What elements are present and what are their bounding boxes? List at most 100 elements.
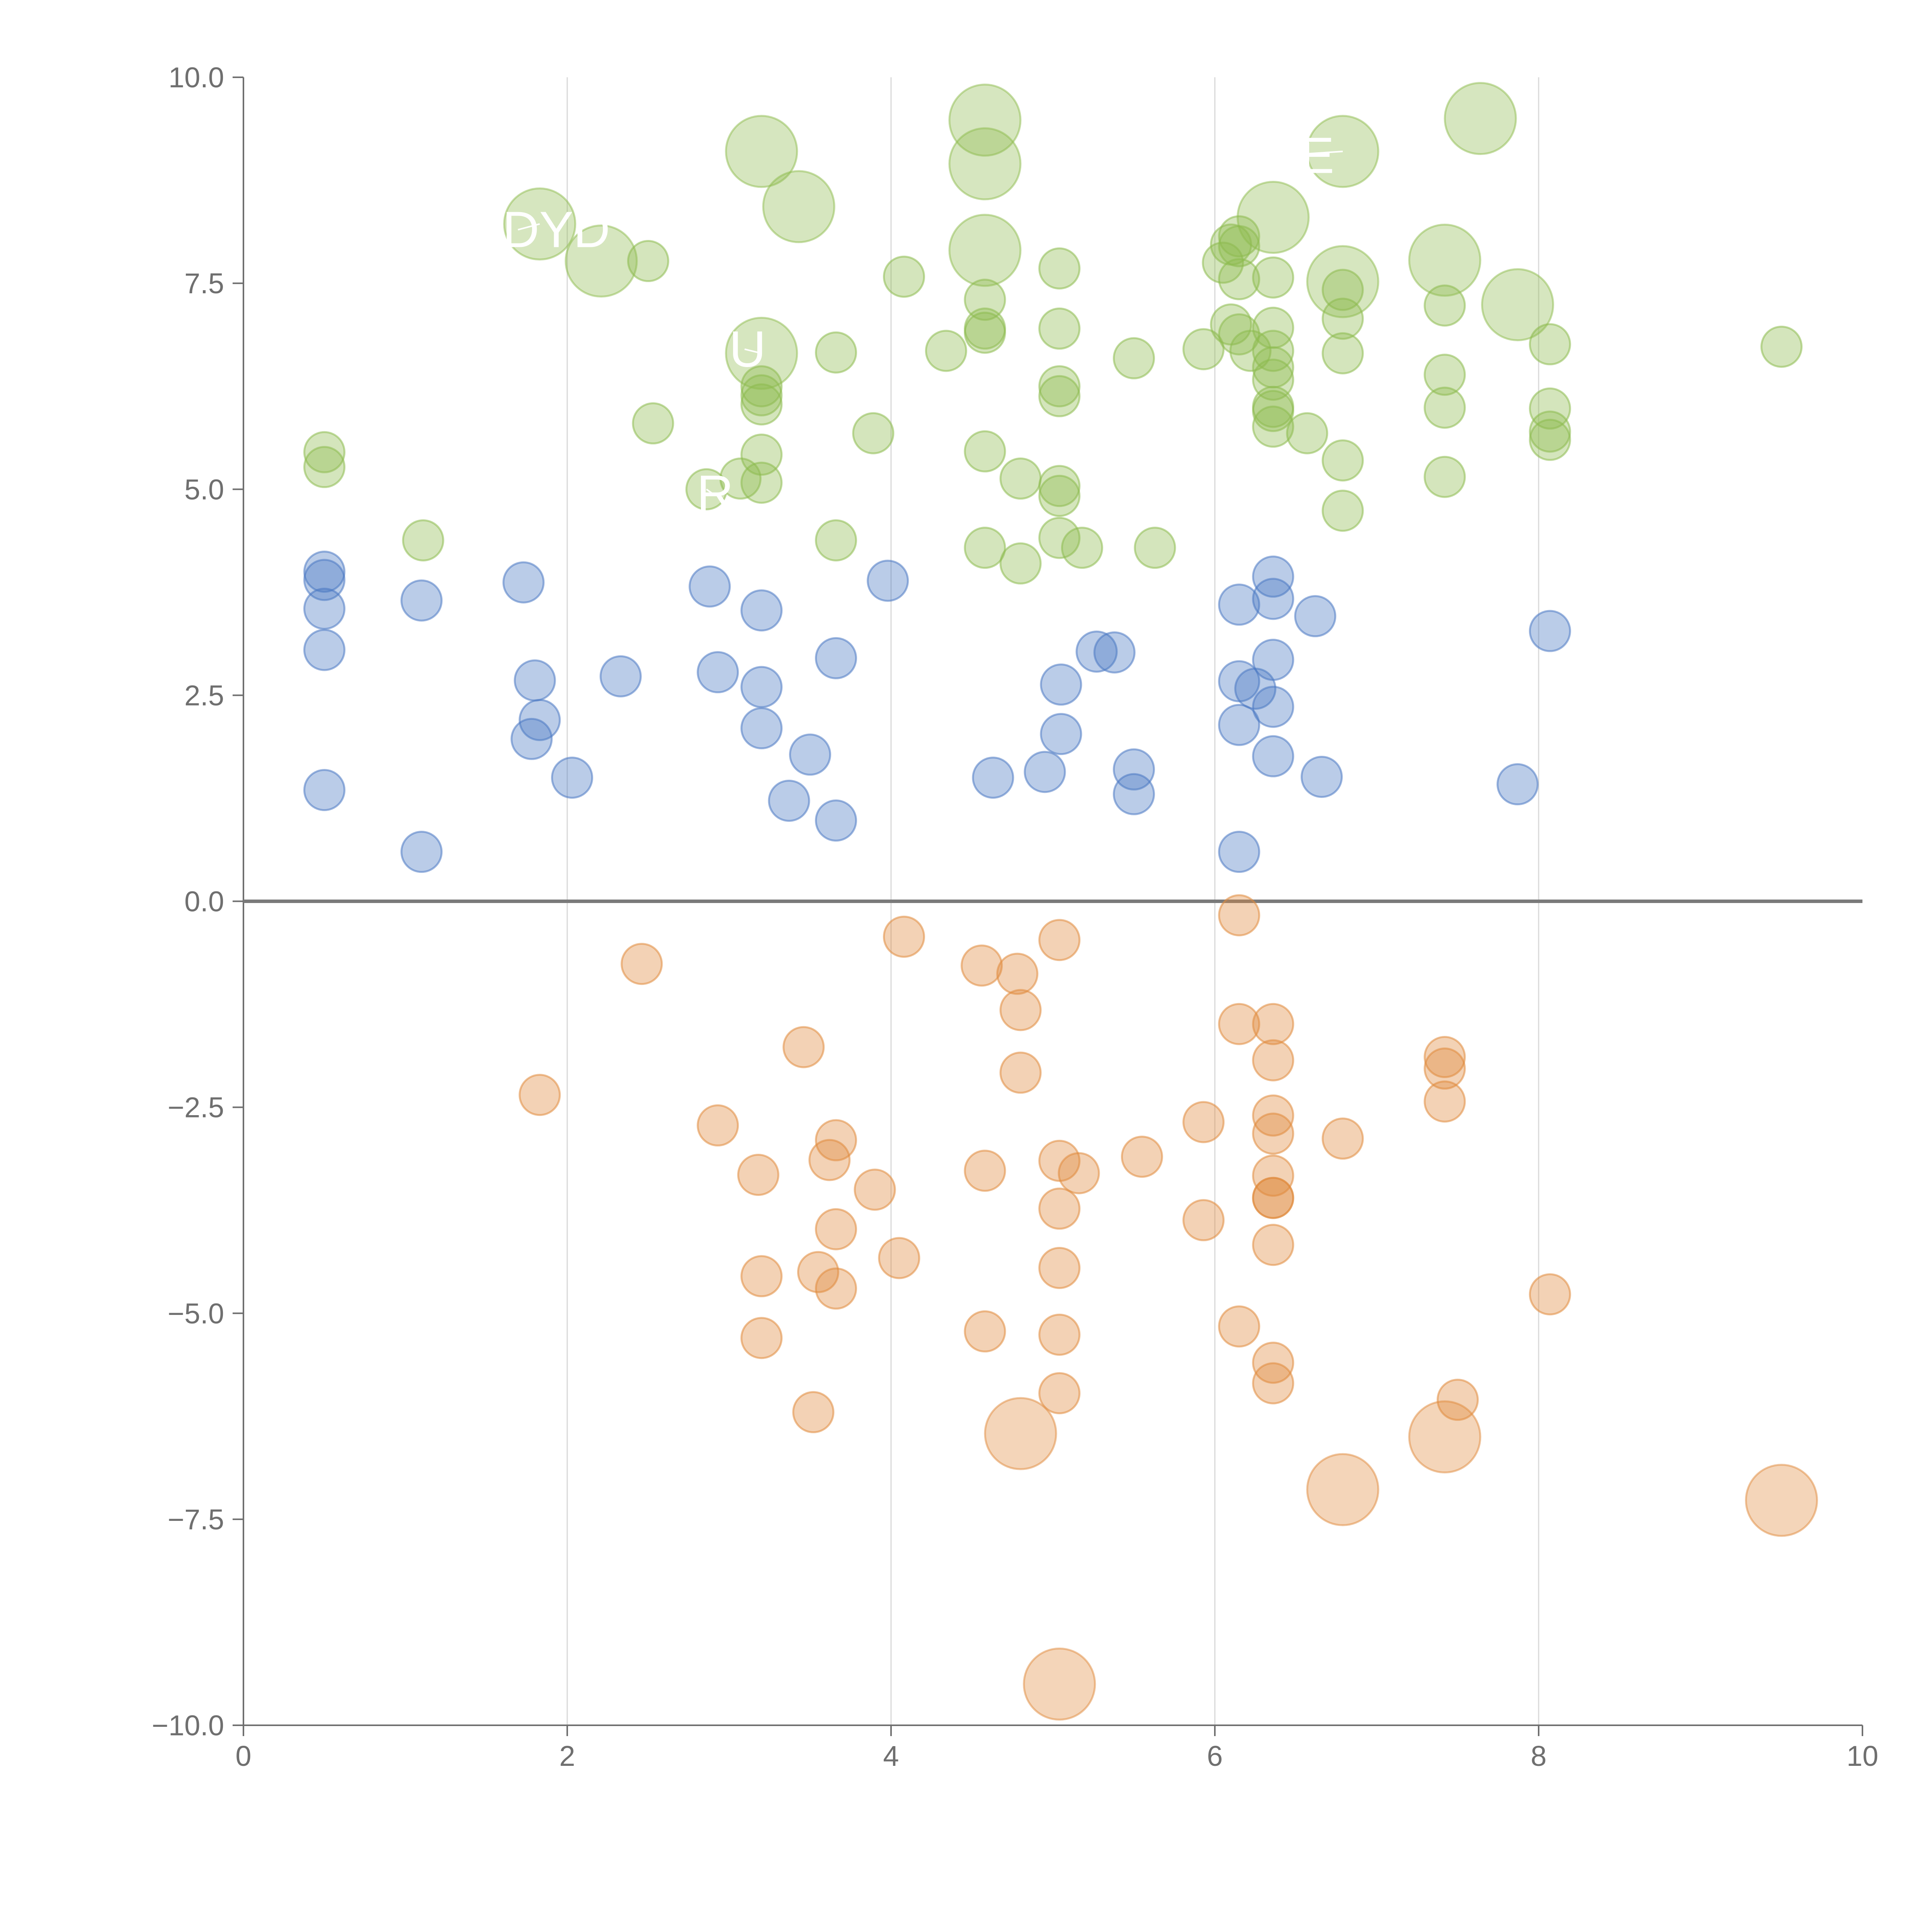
green-bubble <box>1481 268 1554 342</box>
green-point <box>1529 387 1571 430</box>
green-point <box>1760 325 1803 368</box>
orange-point <box>1423 1080 1466 1123</box>
green-point <box>964 279 1006 321</box>
green-point <box>1529 418 1571 461</box>
blue-point <box>400 831 443 873</box>
annotation-leader <box>1279 150 1343 156</box>
green-point <box>1038 517 1081 559</box>
orange-point <box>964 1310 1006 1353</box>
orange-point <box>1252 1039 1294 1082</box>
orange-point <box>996 952 1039 995</box>
orange-point <box>1182 1101 1225 1143</box>
orange-point <box>1038 1313 1081 1356</box>
green-point <box>1321 439 1364 482</box>
blue-point <box>768 779 810 822</box>
blue-point <box>1218 831 1260 873</box>
green-point <box>1423 386 1466 429</box>
orange-point <box>797 1251 839 1293</box>
blue-point <box>1529 610 1571 652</box>
orange-point <box>815 1208 857 1250</box>
green-point <box>964 430 1006 473</box>
blue-point <box>1301 755 1343 798</box>
green-point <box>1061 527 1103 569</box>
annotation-leader <box>706 488 713 494</box>
annotation-label: U <box>729 321 766 378</box>
blue-point <box>740 666 783 708</box>
orange-point <box>740 1255 783 1298</box>
blue-point <box>1113 748 1155 791</box>
orange-point <box>1252 1155 1294 1197</box>
green-point <box>1182 328 1225 371</box>
green-point <box>1038 375 1081 417</box>
x-tick-label: 4 <box>883 1740 899 1772</box>
orange-point <box>964 1150 1006 1192</box>
green-point <box>1218 258 1260 300</box>
blue-point <box>1252 555 1294 598</box>
orange-point <box>1252 1003 1294 1045</box>
x-tick-label: 10 <box>1847 1740 1878 1772</box>
blue-point <box>697 651 739 694</box>
orange-point <box>883 915 925 958</box>
orange-point <box>1182 1199 1225 1242</box>
data-points <box>303 82 1818 1721</box>
blue-point <box>303 629 345 671</box>
green-bubble <box>1236 181 1310 254</box>
blue-point <box>1113 773 1155 815</box>
orange-point <box>1252 1362 1294 1405</box>
green-point <box>1423 284 1466 327</box>
blue-point <box>303 587 345 630</box>
blue-point <box>1040 663 1082 706</box>
green-point <box>999 542 1042 585</box>
blue-point <box>303 559 345 601</box>
green-bubble <box>1408 223 1481 297</box>
green-bubble <box>948 127 1022 201</box>
annotation-leader <box>744 348 762 354</box>
blue-point <box>740 589 783 632</box>
annotation-label: DYD <box>502 201 610 258</box>
blue-point <box>1252 639 1294 681</box>
orange-point <box>1218 1305 1260 1348</box>
annotation-label: R <box>697 465 733 522</box>
orange-point <box>740 1317 783 1359</box>
green-point <box>1038 465 1081 507</box>
green-point <box>1113 337 1155 379</box>
y-tick-label: −7.5 <box>168 1503 224 1536</box>
orange-point <box>782 1026 825 1068</box>
orange-point <box>1121 1136 1163 1178</box>
axes: 0 2 4 6 8 10 10.0 7.5 5.0 2.5 0.0 −2.5 −5.0 −7.5 −10.0 <box>152 61 1878 1772</box>
green-point <box>719 457 762 500</box>
orange-bubble <box>1408 1400 1481 1474</box>
orange-point <box>854 1168 896 1211</box>
green-bubble <box>1306 245 1379 318</box>
orange-point <box>1218 894 1260 937</box>
green-bubble <box>948 214 1022 287</box>
y-tick-label: 7.5 <box>184 267 224 299</box>
orange-point <box>737 1153 779 1196</box>
orange-bubble <box>1306 1453 1379 1526</box>
orange-point <box>1038 1247 1081 1289</box>
green-point <box>740 461 783 504</box>
blue-point <box>1218 704 1260 746</box>
x-tick-label: 8 <box>1531 1740 1546 1772</box>
green-point <box>1321 298 1364 340</box>
orange-point <box>999 1051 1042 1094</box>
green-point <box>925 330 967 372</box>
orange-bubble <box>1023 1647 1096 1721</box>
green-point <box>1321 332 1364 374</box>
orange-point <box>1252 1112 1294 1155</box>
orange-point <box>1529 1273 1571 1316</box>
orange-point <box>1038 919 1081 961</box>
annotation-label: NE <box>1264 127 1334 184</box>
orange-point <box>1321 1117 1364 1160</box>
orange-point <box>1058 1152 1100 1194</box>
green-point <box>1252 330 1294 372</box>
green-point <box>740 383 783 426</box>
blue-point <box>972 757 1014 799</box>
blue-point <box>1040 713 1082 755</box>
green-point <box>740 374 783 417</box>
orange-point <box>815 1119 857 1162</box>
blue-point <box>1252 685 1294 728</box>
green-point <box>1134 527 1176 569</box>
